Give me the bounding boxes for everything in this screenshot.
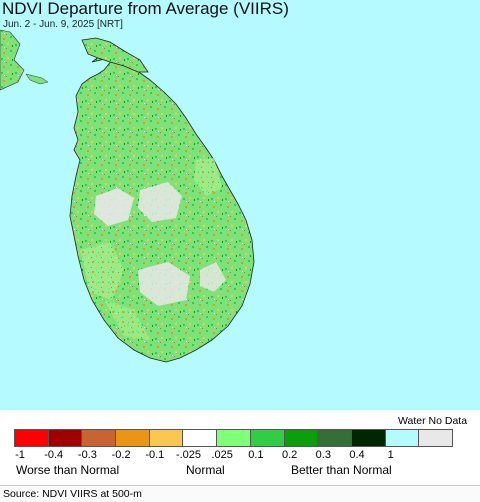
no-data-patch-south <box>138 262 190 306</box>
jaffna-peninsula <box>81 37 149 73</box>
map-canvas <box>0 29 255 363</box>
legend-tick-label: -.025 <box>175 449 202 461</box>
water-no-data-label: Water No Data <box>398 415 468 427</box>
legend-swatch <box>418 429 453 447</box>
no-data-patch-center <box>138 182 182 222</box>
legend-tick-label: -0.1 <box>145 449 165 461</box>
legend-tick-label: 0.2 <box>281 449 298 461</box>
map-title: NDVI Departure from Average (VIIRS) <box>2 0 289 18</box>
dry-zone-east <box>194 158 222 196</box>
legend-tick-label: 0.4 <box>349 449 365 461</box>
legend-tick-label: -0.4 <box>44 449 64 461</box>
legend-tick-label: -0.2 <box>111 449 131 461</box>
no-data-patch-east <box>200 262 226 292</box>
dry-zone-southwest <box>104 300 150 340</box>
legend-tick-label: -1 <box>15 449 25 461</box>
color-scale <box>14 429 466 447</box>
india-landmass <box>0 29 25 91</box>
legend-swatch <box>14 429 49 447</box>
legend-swatch <box>384 429 420 447</box>
legend-swatch <box>283 429 319 447</box>
category-better-label: Better than Normal <box>291 463 392 477</box>
category-worse-label: Worse than Normal <box>16 463 120 477</box>
legend-tick-label: -0.3 <box>77 449 97 461</box>
legend-tick-label: 1 <box>387 449 394 461</box>
legend-swatch <box>350 429 386 447</box>
legend-tick-label: 0.3 <box>315 449 331 461</box>
legend: Water No Data -1 -0.4 -0.3 -0.2 -0.1 -.025 .02… <box>0 410 480 485</box>
dry-zone-west <box>80 242 124 300</box>
mannar-islands <box>25 73 49 85</box>
legend-swatch <box>317 429 352 447</box>
map-panel: NDVI Departure from Average (VIIRS) Jun.… <box>0 0 480 410</box>
category-normal-label: Normal <box>186 463 225 477</box>
legend-tick-label: .025 <box>211 449 233 461</box>
source-footer: Source: NDVI VIIRS at 500-m <box>0 485 480 502</box>
legend-swatch <box>115 429 150 447</box>
map-subtitle: Jun. 2 - Jun. 9, 2025 [NRT] <box>3 19 123 30</box>
legend-swatch <box>47 429 83 447</box>
legend-swatch <box>148 429 184 447</box>
legend-swatch <box>249 429 285 447</box>
legend-swatch <box>81 429 117 447</box>
legend-swatch <box>216 429 251 447</box>
no-data-patch-north <box>94 188 134 226</box>
legend-swatch <box>182 429 218 447</box>
tick-labels: -1 -0.4 -0.3 -0.2 -0.1 -.025 .025 0.1 0.2 0.3 0.4 1 <box>0 449 480 463</box>
legend-tick-label: 0.1 <box>248 449 264 461</box>
